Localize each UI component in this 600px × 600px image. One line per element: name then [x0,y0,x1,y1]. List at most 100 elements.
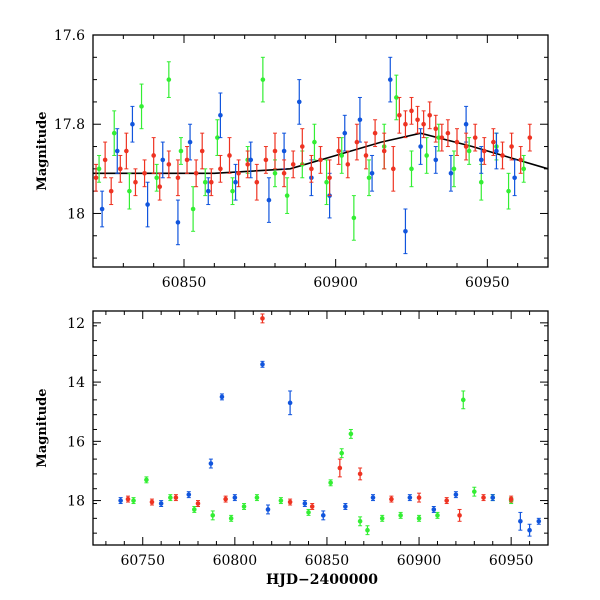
x-tick-label: 60950 [465,275,510,291]
blue-data-point [518,519,523,524]
green-data-point [96,166,102,172]
red-data-point [184,157,190,163]
red-data-point [124,148,129,154]
green-data-point [284,193,290,198]
blue-data-point [219,394,225,400]
red-data-point [372,130,378,136]
blue-data-point [403,229,408,234]
green-data-point [190,206,196,212]
green-data-point [435,513,440,518]
red-data-point [309,166,314,172]
green-data-point [521,166,527,172]
x-tick-label: 60850 [162,275,207,291]
bottom-panel-ticks: 60750 60800 60850 60900 60950 12 14 16 18 [67,310,549,569]
green-data-point [210,513,216,518]
red-data-point [409,108,414,114]
red-data-point [318,157,323,163]
blue-data-point [370,495,376,500]
blue-data-point [218,113,223,118]
red-data-point [389,496,394,502]
blue-data-point [145,202,150,207]
blue-data-point [536,519,542,524]
blue-data-point [512,175,517,181]
red-data-point [93,175,99,181]
red-data-point [245,162,250,167]
red-data-point [287,499,293,505]
red-data-point [500,153,505,158]
green-data-point [241,504,247,509]
bottom-y-axis-label: Magnitude [35,388,50,467]
blue-data-point [118,498,123,503]
blue-data-point [448,171,454,176]
red-data-point [193,171,199,176]
green-data-point [306,510,311,515]
red-data-point [175,175,181,181]
green-data-point [424,153,429,158]
red-data-point [433,126,439,131]
blue-data-point [357,117,363,123]
y-tick-label: 16 [67,434,85,450]
red-data-point [421,121,426,127]
blue-data-point [281,148,287,154]
blue-data-point [130,121,135,127]
green-data-point [312,139,317,145]
blue-data-point [265,507,271,512]
model-curve-line [93,132,549,175]
blue-data-point [369,171,375,176]
blue-data-point [433,157,439,163]
red-data-point [260,316,265,321]
green-data-point [398,513,403,518]
green-data-point [324,179,329,185]
red-data-point [263,157,269,163]
blue-data-point [260,362,265,367]
green-data-point [260,77,266,82]
red-data-point [254,179,260,185]
red-data-point [337,465,343,471]
blue-data-point [296,99,302,105]
red-data-point [391,166,396,172]
red-data-point [300,144,305,149]
green-data-point [202,179,208,185]
green-data-point [228,516,234,521]
red-data-point [354,139,360,145]
blue-data-point [407,495,413,500]
red-data-point [102,157,108,163]
red-data-point [336,148,342,154]
blue-data-point [99,206,105,212]
green-data-point [365,527,370,533]
green-data-point [416,516,422,521]
red-data-point [199,148,205,154]
y-tick-label: 18 [67,494,85,510]
blue-data-point [175,220,181,225]
green-data-point [139,104,144,109]
blue-data-point [342,130,348,136]
blue-data-point [266,197,272,203]
red-data-point [223,496,228,502]
blue-data-point [208,461,214,466]
bottom-panel: 60750 60800 60850 60900 60950 12 14 16 18 Magnit… [35,310,549,588]
red-data-point [415,117,420,123]
green-data-point [466,148,472,154]
red-data-point [236,171,241,176]
green-data-point [166,77,172,82]
x-tick-label: 60950 [489,553,534,569]
red-data-point [427,113,433,118]
y-tick-label: 14 [67,375,85,391]
red-data-point [381,148,387,154]
green-data-point [472,489,477,494]
blue-data-point [160,157,166,163]
green-data-point [339,450,344,456]
bottom-points-group [118,313,542,537]
blue-data-point [343,504,348,509]
red-data-point [118,166,123,172]
top-plot-frame [92,34,549,268]
red-data-point [454,139,460,145]
green-data-point [379,516,385,521]
red-data-point [227,153,232,158]
blue-data-point [418,144,423,149]
green-data-point [451,166,457,172]
green-data-point [178,148,184,154]
red-data-point [290,162,296,167]
blue-data-point [114,148,120,154]
top-panel: 60850 60900 60950 17.6 17.8 18 Magnitude [35,28,549,291]
